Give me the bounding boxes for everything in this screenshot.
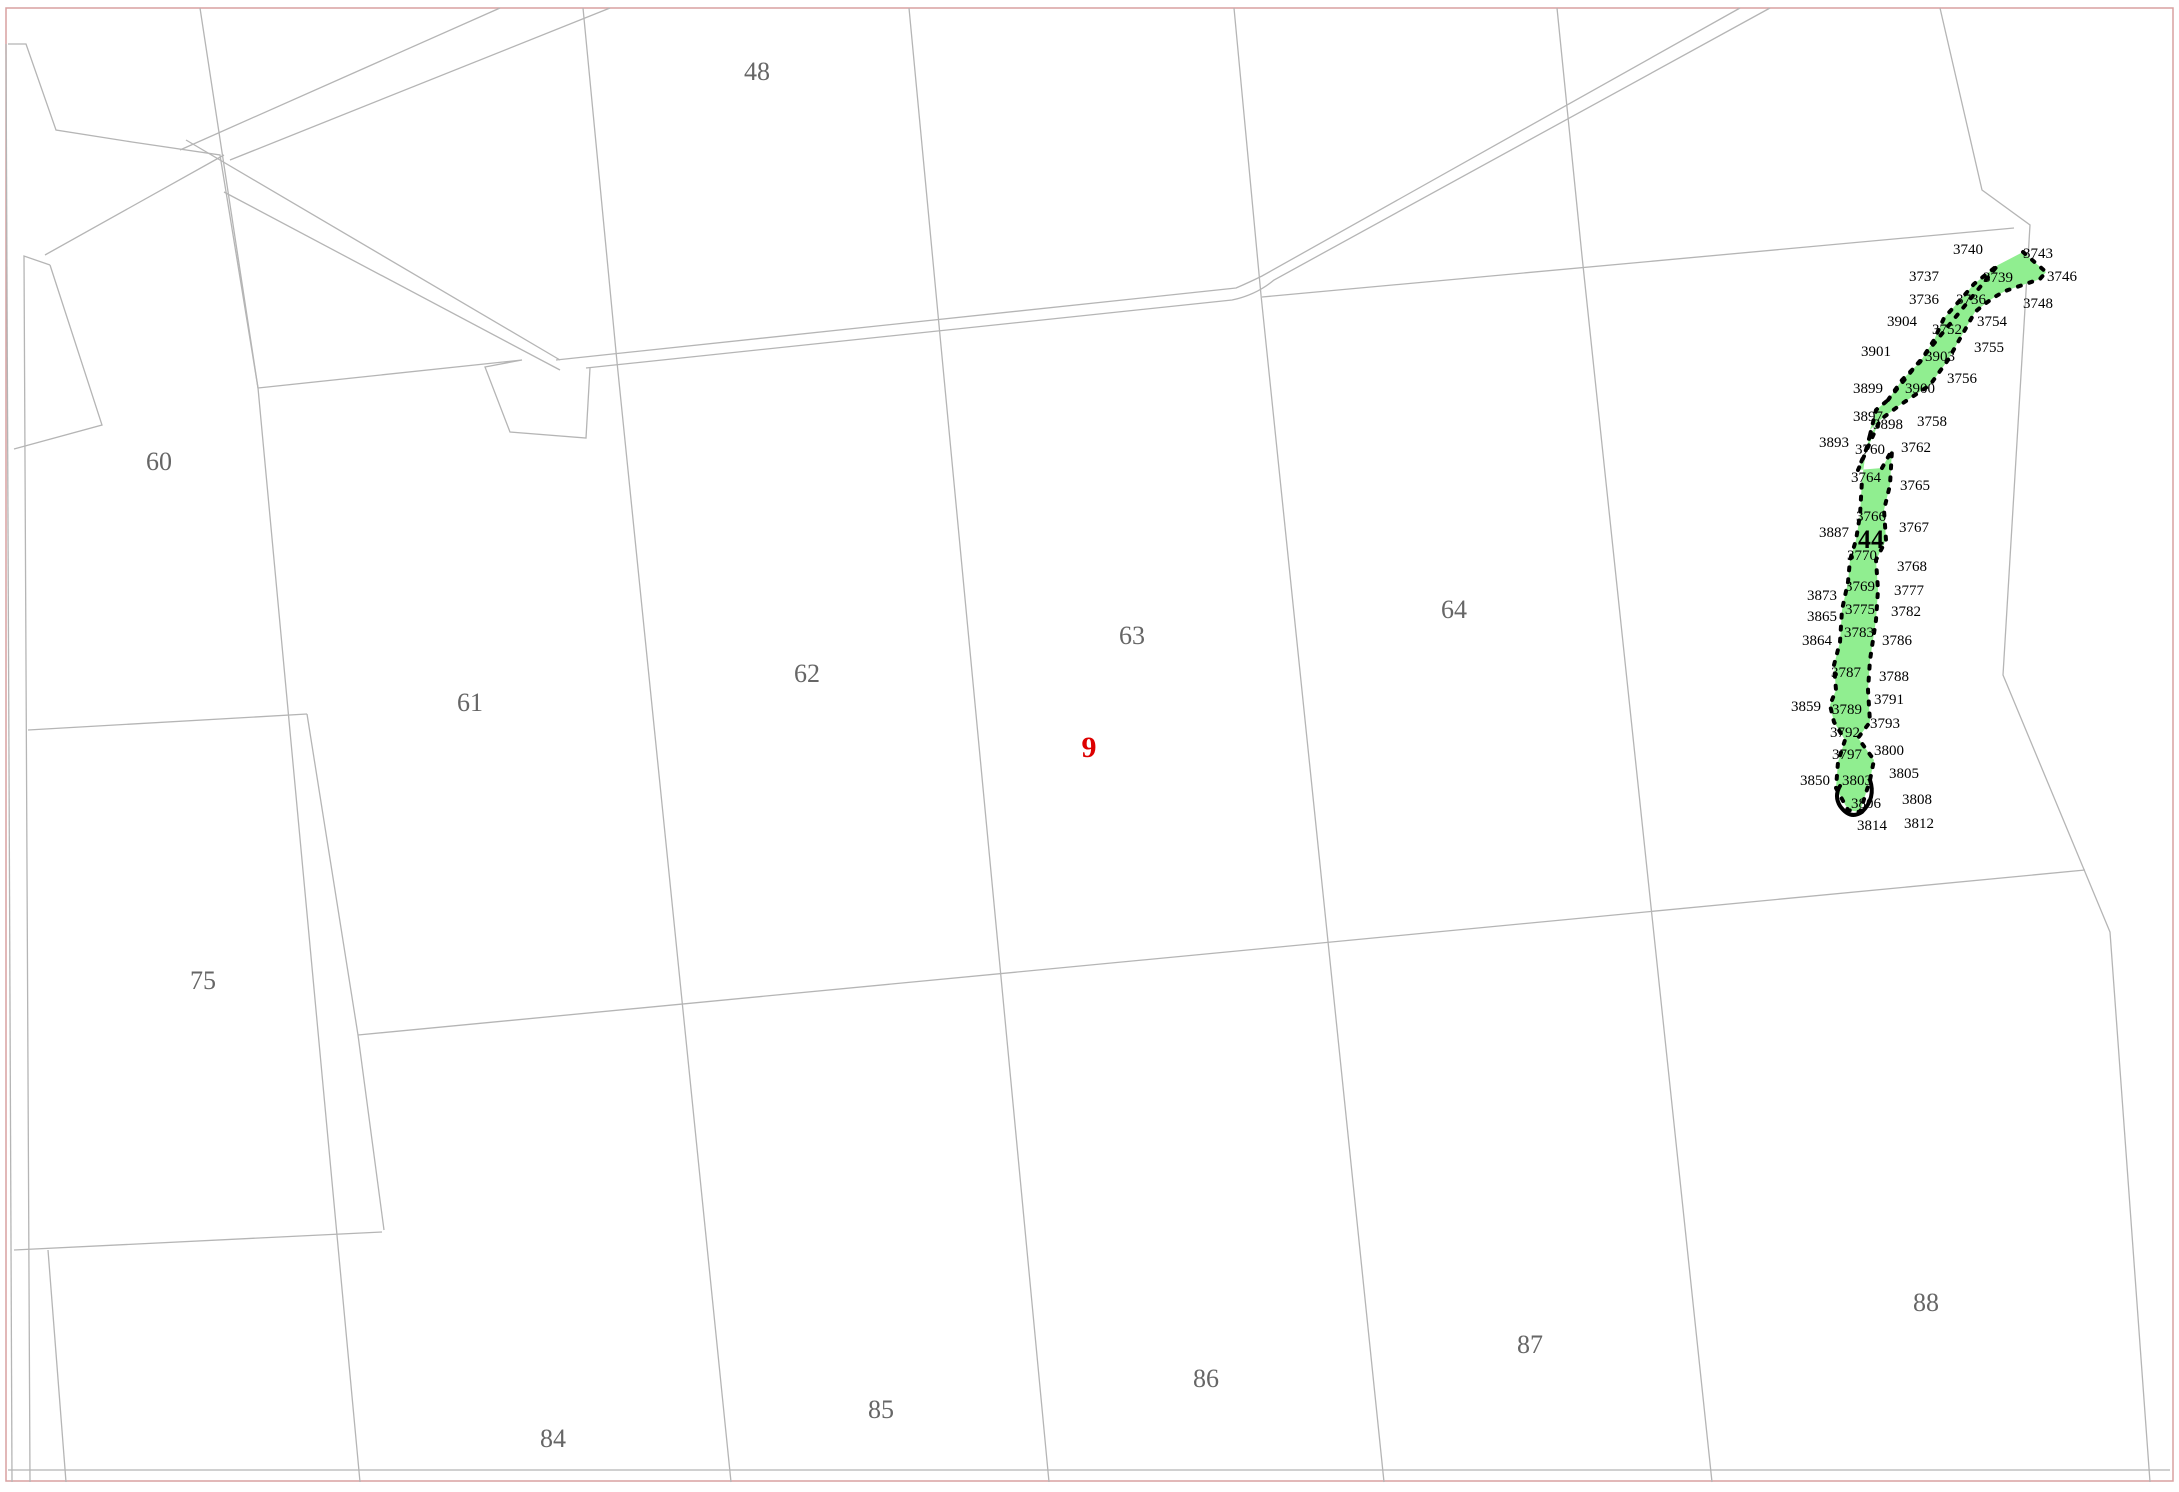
parcel-number-88: 88: [1913, 1288, 1939, 1317]
vertex-label: 3739: [1983, 270, 2013, 286]
parcel-number-48: 48: [744, 57, 770, 86]
vertex-label: 3782: [1891, 604, 1921, 620]
parcel-number-86: 86: [1193, 1364, 1219, 1393]
vertex-label: 3805: [1889, 766, 1919, 782]
parcel-number-60: 60: [146, 447, 172, 476]
vertex-label: 3797: [1832, 747, 1863, 763]
vertex-label: 3887: [1819, 525, 1850, 541]
vertex-label: 3752: [1932, 322, 1962, 338]
vertex-label: 3803: [1842, 773, 1872, 789]
parcel-number-87: 87: [1517, 1330, 1543, 1359]
vertex-label: 3766: [1856, 509, 1887, 525]
vertex-label: 3769: [1845, 579, 1875, 595]
parcel-number-61: 61: [457, 688, 483, 717]
vertex-label: 3873: [1807, 588, 1837, 604]
vertex-label: 3737: [1909, 269, 1940, 285]
vertex-label: 3850: [1800, 773, 1830, 789]
parcel-labels: 48 60 61 62 63 64 75 84 85 86 87 88: [146, 57, 1939, 1453]
parcel-number-64: 64: [1441, 595, 1467, 624]
plot-polygon[interactable]: [1830, 252, 2046, 812]
plot-outline-solid-end: [1835, 778, 1874, 817]
vertex-label: 3808: [1902, 792, 1932, 808]
vertex-label: 3777: [1894, 583, 1925, 599]
vertex-label: 3903: [1925, 349, 1955, 365]
parcel-number-63: 63: [1119, 621, 1145, 650]
vertex-label: 3897: [1853, 409, 1884, 425]
vertex-label: 3899: [1853, 381, 1883, 397]
parcel-number-62: 62: [794, 659, 820, 688]
vertex-label: 3800: [1874, 743, 1904, 759]
vertex-label: 3893: [1819, 435, 1849, 451]
vertex-label: 3746: [2047, 269, 2078, 285]
vertex-label: 3904: [1887, 314, 1918, 330]
vertex-label: 3864: [1802, 633, 1833, 649]
parcel-number-75: 75: [190, 966, 216, 995]
vertex-label: 3787: [1831, 665, 1862, 681]
vertex-label: 3788: [1879, 669, 1909, 685]
vertex-label: 3754: [1977, 314, 2008, 330]
vertex-label: 3740: [1953, 242, 1983, 258]
vertex-label: 3755: [1974, 340, 2004, 356]
parcel-number-85: 85: [868, 1395, 894, 1424]
block-number: 9: [1082, 731, 1097, 764]
vertex-label: 3765: [1900, 478, 1930, 494]
parcel-number-84: 84: [540, 1424, 566, 1453]
vertex-label: 3806: [1851, 796, 1882, 812]
vertex-label: 3736: [1956, 292, 1987, 308]
vertex-label: 3814: [1857, 818, 1888, 834]
vertex-label: 3748: [2023, 296, 2053, 312]
vertex-label: 3859: [1791, 699, 1821, 715]
vertex-label: 3770: [1847, 548, 1877, 564]
vertex-label: 3762: [1901, 440, 1931, 456]
vertex-label: 3767: [1899, 520, 1930, 536]
vertex-label: 3758: [1917, 414, 1947, 430]
vertex-label: 3812: [1904, 816, 1934, 832]
vertex-label: 3768: [1897, 559, 1927, 575]
vertex-label: 3791: [1874, 692, 1904, 708]
plot-number: 44: [1858, 525, 1884, 554]
plot-outline: [1828, 250, 2048, 814]
vertex-label: 3898: [1873, 417, 1903, 433]
vertex-label: 3764: [1851, 470, 1882, 486]
vertex-label: 3793: [1870, 716, 1900, 732]
vertex-label: 3760: [1855, 442, 1885, 458]
vertex-label: 3865: [1807, 609, 1837, 625]
vertex-label: 3789: [1832, 702, 1862, 718]
vertex-label: 3783: [1844, 625, 1874, 641]
vertex-label: 3901: [1861, 344, 1891, 360]
vertex-label: 3736: [1909, 292, 1940, 308]
vertex-label: 3775: [1845, 602, 1875, 618]
vertex-label: 3900: [1905, 381, 1935, 397]
map-frame: [5, 7, 2174, 1482]
vertex-label: 3792: [1830, 725, 1860, 741]
vertex-label: 3756: [1947, 371, 1978, 387]
vertex-label: 3786: [1882, 633, 1913, 649]
vertex-label: 3743: [2023, 246, 2053, 262]
vertex-labels: 3740 3743 3737 3739 3746 3736 3736 3748 3904 3754…: [1791, 242, 2078, 834]
parcel-boundaries: [5, 7, 2170, 1483]
